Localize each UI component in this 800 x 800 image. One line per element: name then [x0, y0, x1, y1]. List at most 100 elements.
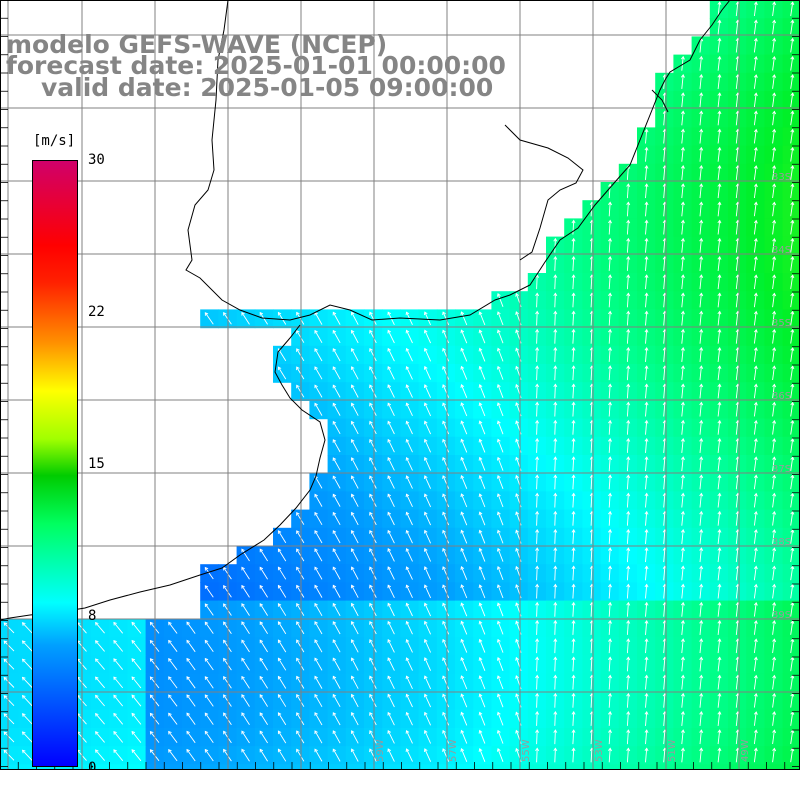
wind-arrow — [95, 621, 105, 634]
wind-arrow — [277, 548, 287, 562]
wind-arrow — [644, 128, 649, 144]
wind-arrow — [478, 402, 486, 417]
wind-arrow — [535, 510, 540, 526]
wind-arrow — [442, 693, 450, 708]
wind-arrow — [571, 565, 576, 581]
wind-arrow — [332, 748, 341, 762]
wind-arrow — [553, 383, 558, 399]
wind-arrow — [442, 711, 450, 726]
wind-arrow — [753, 601, 758, 617]
wind-arrow — [644, 656, 649, 672]
colorbar-tick-22: 22 — [88, 304, 105, 320]
wind-arrow — [717, 183, 722, 199]
wind-arrow — [680, 401, 685, 417]
wind-arrow — [626, 565, 631, 581]
wind-arrow — [571, 237, 576, 253]
wind-arrow — [131, 694, 142, 707]
wind-arrow — [496, 365, 504, 380]
colorbar-tick-8: 8 — [88, 608, 97, 624]
wind-arrow — [790, 128, 795, 144]
wind-arrow — [571, 328, 576, 344]
wind-arrow — [369, 639, 377, 653]
wind-arrow — [680, 201, 685, 217]
wind-cell — [473, 764, 492, 770]
latitude-label: 35S — [772, 318, 791, 329]
wind-arrow — [423, 602, 432, 617]
wind-arrow — [571, 310, 576, 326]
wind-arrow — [369, 511, 377, 526]
wind-arrow — [680, 656, 685, 672]
wind-arrow — [644, 146, 649, 162]
wind-arrow — [277, 748, 287, 762]
wind-arrow — [314, 693, 323, 708]
wind-arrow — [753, 183, 758, 199]
wind-arrow — [680, 92, 685, 108]
wind-arrow — [608, 547, 612, 563]
wind-arrow — [186, 657, 196, 671]
wind-arrow — [571, 256, 576, 271]
wind-arrow — [405, 384, 413, 398]
wind-arrow — [442, 347, 450, 362]
wind-arrow — [772, 256, 777, 271]
wind-arrow — [553, 529, 558, 544]
wind-arrow — [332, 693, 341, 708]
wind-arrow — [186, 621, 196, 634]
wind-arrow — [405, 529, 413, 544]
wind-arrow — [496, 638, 504, 653]
wind-arrow — [753, 674, 758, 690]
wind-arrow — [296, 639, 305, 653]
wind-arrow — [496, 748, 504, 762]
wind-arrow — [553, 438, 558, 453]
wind-arrow — [644, 347, 649, 362]
wind-arrow — [95, 712, 105, 725]
wind-arrow — [168, 658, 178, 671]
wind-arrow — [423, 657, 432, 671]
wind-arrow — [680, 292, 685, 308]
wind-arrow — [442, 384, 450, 398]
wind-arrow — [626, 183, 631, 199]
wind-arrow — [350, 402, 359, 416]
wind-arrow — [717, 729, 722, 745]
wind-arrow — [405, 548, 413, 562]
wind-arrow — [350, 748, 359, 762]
wind-arrow — [790, 583, 795, 599]
wind-arrow — [753, 383, 758, 399]
wind-arrow — [369, 748, 377, 762]
wind-arrow — [644, 565, 649, 581]
wind-arrow — [608, 729, 612, 745]
wind-arrow — [772, 601, 777, 617]
wind-arrow — [478, 638, 486, 653]
wind-arrow — [753, 165, 758, 180]
wind-arrow — [772, 620, 777, 635]
wind-arrow — [460, 347, 468, 362]
wind-arrow — [772, 438, 777, 453]
wind-arrow — [626, 729, 631, 745]
wind-arrow — [699, 365, 704, 381]
wind-arrow — [608, 383, 612, 399]
wind-arrow — [369, 566, 377, 580]
wind-arrow — [699, 292, 704, 308]
wind-arrow — [277, 657, 287, 671]
wind-arrow — [369, 493, 377, 507]
wind-arrow — [95, 640, 105, 652]
wind-arrow — [626, 328, 631, 344]
wind-arrow — [369, 529, 377, 544]
wind-arrow — [350, 639, 359, 653]
wind-arrow — [680, 328, 685, 344]
wind-arrow — [387, 657, 395, 671]
wind-cell — [655, 764, 674, 770]
wind-arrow — [753, 19, 758, 35]
wind-arrow — [717, 146, 722, 162]
wind-arrow — [332, 439, 341, 453]
wind-arrow — [753, 92, 758, 108]
wind-arrow — [680, 620, 685, 635]
wind-arrow — [790, 474, 795, 490]
longitude-label: 55W — [521, 739, 532, 762]
wind-arrow — [790, 547, 795, 563]
wind-arrow — [772, 328, 777, 344]
wind-arrow — [553, 729, 558, 745]
wind-arrow — [753, 1, 758, 17]
wind-arrow — [131, 749, 142, 762]
wind-cell — [436, 764, 456, 770]
wind-arrow — [772, 692, 777, 708]
